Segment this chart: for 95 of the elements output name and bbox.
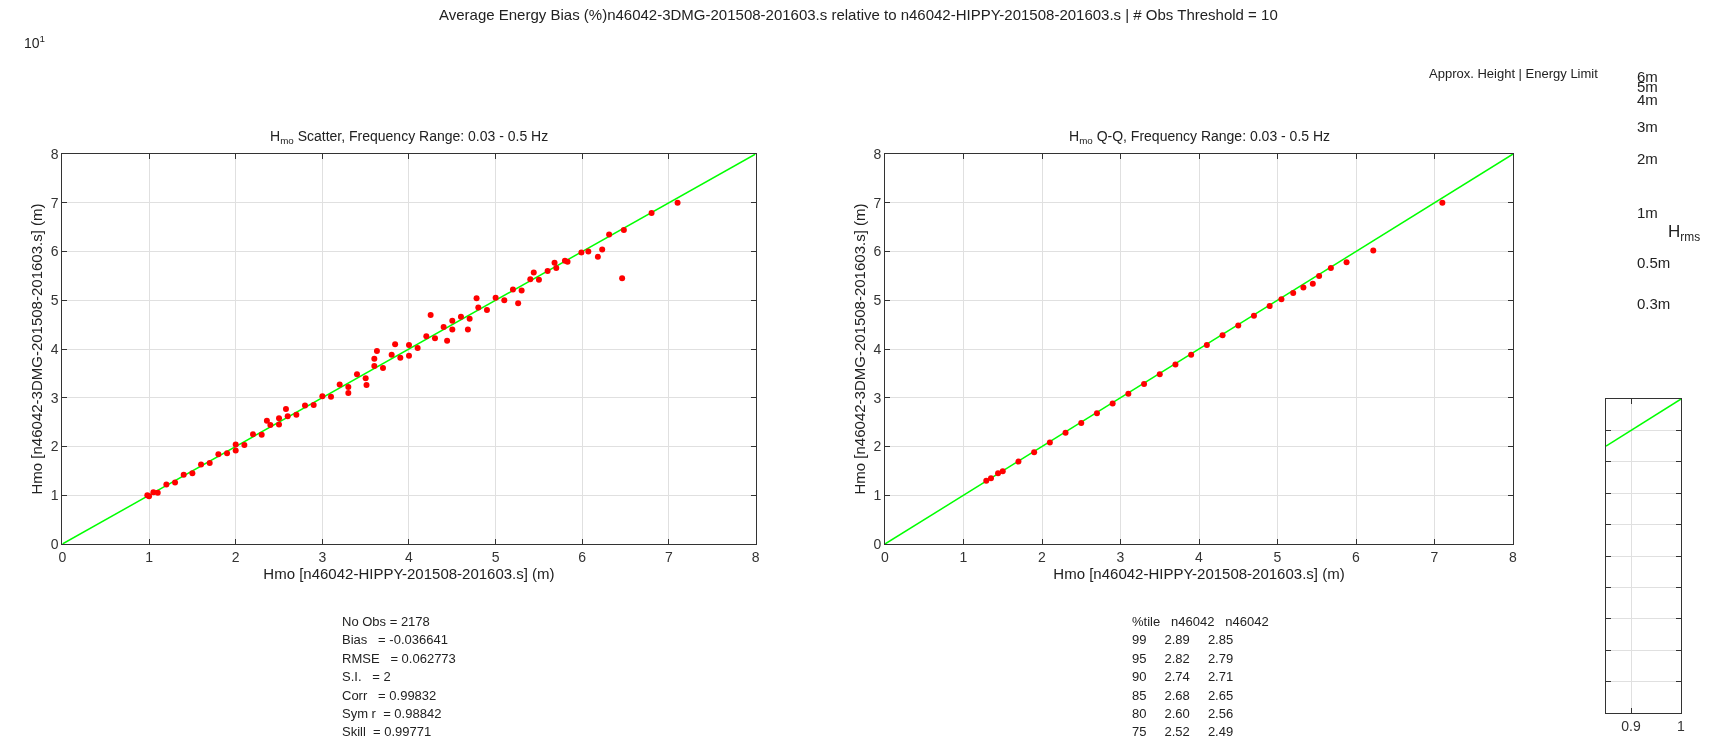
text: 80 2.60 2.56: [1132, 706, 1234, 721]
point: [1062, 429, 1069, 436]
text: 0.5m: [1637, 254, 1671, 271]
point: [1141, 381, 1148, 388]
text: 4m: [1637, 91, 1658, 108]
chart-title: H$_{mo}$ Q-Q, Frequency Range: 0.03 - 0.5 Hz: [1069, 128, 1331, 146]
x-tick-label: 4: [1195, 548, 1204, 565]
y-axis-title: Hmo [n46042-3DMG-201508-201603.s] (m): [28, 203, 46, 495]
y-tick-label: 1: [50, 487, 59, 504]
y-tick-label: 6: [50, 243, 59, 260]
text: 3m: [1637, 118, 1658, 135]
text: H$_{rms}$: [1668, 222, 1701, 244]
point: [1015, 458, 1022, 465]
point: [1300, 284, 1307, 291]
x-tick-label: 1: [959, 548, 968, 565]
x-tick-label: 8: [1509, 548, 1518, 565]
y-tick-label: 2: [50, 438, 59, 455]
x-tick-label: 2: [231, 548, 240, 565]
x-axis-title: Hmo [n46042-HIPPY-201508-201603.s] (m): [263, 564, 555, 582]
text: Approx. Height | Energy Limit: [1429, 66, 1599, 81]
point: [1343, 259, 1350, 266]
text: 10$^{1}$: [24, 33, 46, 51]
y-tick-label: 3: [873, 389, 882, 406]
text: Skill = 0.99771: [342, 724, 432, 739]
point: [1309, 280, 1316, 287]
x-tick-label: 6: [1352, 548, 1361, 565]
y-tick-label: 4: [873, 340, 882, 357]
x-tick-label: 2: [1038, 548, 1047, 565]
x-tick-label: 5: [1273, 548, 1282, 565]
point: [1290, 289, 1297, 296]
point: [1203, 342, 1210, 349]
text: Sym r = 0.98842: [342, 706, 442, 721]
point: [1219, 332, 1226, 339]
point: [999, 468, 1006, 475]
point: [1078, 420, 1085, 427]
y-tick-label: 8: [873, 145, 882, 162]
x-tick-label: 1: [145, 548, 154, 565]
chart-title: H$_{mo}$ Scatter, Frequency Range: 0.03 - 0.5 Hz: [270, 128, 549, 146]
point: [1093, 410, 1100, 417]
point: [1031, 449, 1038, 456]
text: Average Energy Bias (%)n46042-3DMG-201508-201603.s relative to n46042-HIPPY-201508-201603.s | # Obs Threshold = 10: [439, 6, 1278, 23]
text: S.I. = 2: [342, 669, 391, 684]
x-tick-label: 8: [751, 548, 760, 565]
y-tick-label: 7: [50, 194, 59, 211]
x-tick-label: 0.9: [1621, 717, 1641, 734]
x-tick-label: 3: [318, 548, 327, 565]
y-tick-label: 6: [873, 243, 882, 260]
point: [1109, 400, 1116, 407]
y-tick-label: 5: [873, 292, 882, 309]
point: [987, 475, 994, 482]
text: Corr = 0.99832: [342, 688, 437, 703]
text: 95 2.82 2.79: [1132, 651, 1234, 666]
point: [1266, 303, 1273, 310]
point: [1316, 272, 1323, 279]
text: 2m: [1637, 150, 1658, 167]
x-tick-label: 4: [405, 548, 414, 565]
x-tick-label: 7: [1430, 548, 1439, 565]
point: [1172, 361, 1179, 368]
y-tick-label: 2: [873, 438, 882, 455]
point: [1370, 247, 1377, 254]
y-tick-label: 3: [50, 389, 59, 406]
text: 90 2.74 2.71: [1132, 669, 1234, 684]
y-tick-label: 5: [50, 292, 59, 309]
point: [983, 477, 990, 484]
point: [1156, 371, 1163, 378]
text: 99 2.89 2.85: [1132, 632, 1234, 647]
text: %tile n46042 n46042: [1132, 614, 1269, 629]
text: No Obs = 2178: [342, 614, 430, 629]
text: RMSE = 0.062773: [342, 651, 456, 666]
x-tick-label: 5: [491, 548, 500, 565]
text: 85 2.68 2.65: [1132, 688, 1234, 703]
point: [1439, 199, 1446, 206]
text: 1m: [1637, 204, 1658, 221]
point: [1046, 439, 1053, 446]
point: [995, 470, 1002, 477]
y-tick-label: 8: [50, 145, 59, 162]
x-axis-title: Hmo [n46042-HIPPY-201508-201603.s] (m): [1053, 564, 1345, 582]
y-tick-label: 0: [873, 535, 882, 552]
point: [1188, 351, 1195, 358]
x-tick-label: 7: [665, 548, 674, 565]
point: [1125, 390, 1132, 397]
point: [1327, 265, 1334, 272]
y-tick-label: 7: [873, 194, 882, 211]
point: [1250, 312, 1257, 319]
point: [1235, 322, 1242, 329]
x-tick-label: 6: [578, 548, 587, 565]
text: Bias = -0.036641: [342, 632, 448, 647]
text: 75 2.52 2.49: [1132, 724, 1234, 739]
x-tick-label: 3: [1116, 548, 1125, 565]
y-tick-label: 4: [50, 340, 59, 357]
point: [1278, 296, 1285, 303]
text: 0.3m: [1637, 295, 1671, 312]
y-tick-label: 1: [873, 487, 882, 504]
y-tick-label: 0: [50, 535, 59, 552]
y-axis-title: Hmo [n46042-3DMG-201508-201603.s] (m): [850, 203, 868, 495]
